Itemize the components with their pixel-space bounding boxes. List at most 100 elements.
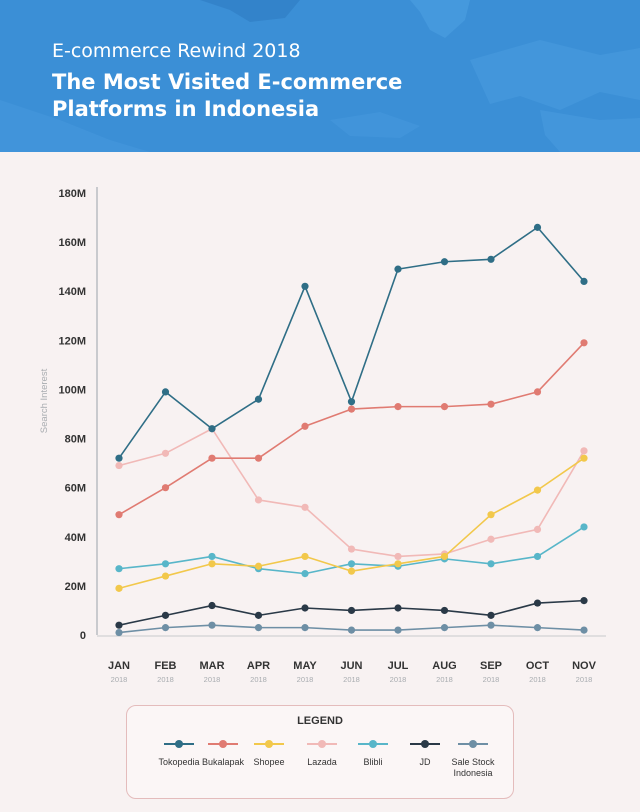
legend-item-blibli: Blibli [343, 740, 403, 768]
data-point-sale-stock-indonesia [161, 624, 170, 632]
legend-label: JD [419, 757, 431, 767]
data-point-jd [347, 606, 356, 615]
data-point-blibli [533, 552, 542, 561]
legend-title: LEGEND [297, 715, 343, 727]
legend: LEGEND Tokopedia Bukalapak Shopee Lazada Bli… [126, 705, 514, 799]
legend-swatch-sale-stock-indonesia [458, 740, 488, 748]
legend-item-jd: JD [395, 740, 455, 768]
y-tick-label: 80M [65, 434, 86, 446]
data-point-lazada [487, 535, 495, 543]
map-background [0, 0, 640, 152]
data-point-jd [254, 611, 263, 619]
series-line-bukalapak [118, 342, 585, 516]
data-point-lazada [115, 461, 123, 470]
data-point-jd [394, 604, 402, 612]
data-point-shopee [440, 552, 449, 561]
series-line-tokopedia [118, 226, 585, 459]
legend-item-sale-stock-indonesia: Sale Stock Indonesia [443, 740, 503, 779]
legend-item-tokopedia: Tokopedia [149, 740, 209, 768]
data-point-shopee [580, 454, 588, 462]
x-tick-sublabel: 2018 [436, 675, 453, 684]
series-shopee [115, 454, 588, 592]
x-tick-sublabel: 2018 [576, 675, 593, 684]
x-tick-sublabel: 2018 [483, 675, 500, 684]
data-point-lazada [533, 525, 542, 534]
data-point-sale-stock-indonesia [254, 624, 263, 632]
x-tick-label: APR [247, 660, 270, 672]
data-point-jd [440, 606, 449, 615]
header-kicker: E-commerce Rewind 2018 [52, 40, 301, 62]
y-tick-label: 160M [58, 237, 86, 249]
page-title-line-2: Platforms in Indonesia [52, 97, 320, 121]
y-tick-label: 120M [58, 335, 86, 347]
data-point-sale-stock-indonesia [115, 628, 123, 637]
data-point-blibli [301, 570, 309, 578]
header-banner: E-commerce Rewind 2018 The Most Visited … [0, 0, 640, 152]
x-tick-sublabel: 2018 [157, 675, 174, 684]
series-jd [115, 597, 588, 629]
data-point-sale-stock-indonesia [580, 626, 588, 634]
data-point-bukalapak [394, 403, 402, 411]
x-tick-label: JUL [388, 660, 409, 672]
x-tick-sublabel: 2018 [111, 675, 128, 684]
data-point-bukalapak [208, 454, 216, 462]
y-tick-label: 20M [65, 581, 86, 593]
data-point-tokopedia [347, 398, 356, 406]
page-title-line-1: The Most Visited E-commerce [52, 70, 403, 94]
data-point-sale-stock-indonesia [301, 624, 309, 632]
data-point-jd [208, 601, 216, 610]
data-point-jd [487, 611, 495, 619]
legend-swatch-jd [410, 740, 440, 748]
data-point-blibli [347, 560, 356, 568]
data-point-blibli [161, 560, 170, 568]
data-point-shopee [487, 511, 495, 519]
legend-swatch-shopee [254, 740, 284, 748]
data-point-shopee [161, 572, 170, 580]
data-point-bukalapak [301, 422, 309, 430]
data-point-bukalapak [440, 403, 449, 411]
x-tick-sublabel: 2018 [250, 675, 267, 684]
data-point-sale-stock-indonesia [533, 624, 542, 632]
data-point-bukalapak [347, 405, 356, 413]
data-point-lazada [301, 503, 309, 511]
data-point-tokopedia [161, 388, 170, 396]
data-point-tokopedia [487, 255, 495, 263]
x-tick-label: JUN [340, 660, 362, 672]
data-point-lazada [347, 545, 356, 553]
data-point-jd [301, 604, 309, 612]
y-tick-label: 40M [65, 532, 86, 544]
data-point-tokopedia [208, 425, 216, 433]
data-point-tokopedia [254, 395, 263, 403]
data-point-shopee [394, 560, 402, 568]
y-tick-label: 60M [65, 483, 86, 495]
data-point-sale-stock-indonesia [487, 621, 495, 629]
legend-label: Tokopedia [158, 757, 200, 767]
data-point-bukalapak [161, 484, 170, 492]
x-tick-sublabel: 2018 [343, 675, 360, 684]
x-tick-sublabel: 2018 [297, 675, 314, 684]
chart-axes [96, 187, 606, 637]
data-point-shopee [533, 486, 542, 494]
data-point-shopee [301, 552, 309, 561]
data-point-tokopedia [394, 265, 402, 273]
y-axis-label: Search Interest [39, 368, 50, 433]
data-point-tokopedia [580, 277, 588, 285]
data-point-shopee [347, 567, 356, 575]
data-point-lazada [394, 552, 402, 561]
x-tick-label: MAR [199, 660, 224, 672]
legend-swatch-blibli [358, 740, 388, 748]
legend-item-bukalapak: Bukalapak [193, 740, 253, 768]
data-point-bukalapak [115, 511, 123, 519]
data-point-blibli [487, 560, 495, 568]
data-point-bukalapak [580, 339, 588, 347]
line-chart: 0 20M 40M 60M 80M 100M 120M 140M 160M 180M Search … [39, 187, 606, 684]
chart-tick-labels: 0 20M 40M 60M 80M 100M 120M 140M 160M 180M Search … [39, 188, 597, 684]
legend-item-lazada: Lazada [292, 740, 352, 768]
x-tick-label: SEP [480, 660, 502, 672]
data-point-lazada [580, 447, 588, 455]
legend-label: Sale Stock Indonesia [451, 757, 495, 778]
data-point-jd [161, 611, 170, 619]
chart-series-layer [115, 223, 588, 637]
data-point-lazada [161, 449, 170, 457]
series-lazada [115, 425, 588, 561]
